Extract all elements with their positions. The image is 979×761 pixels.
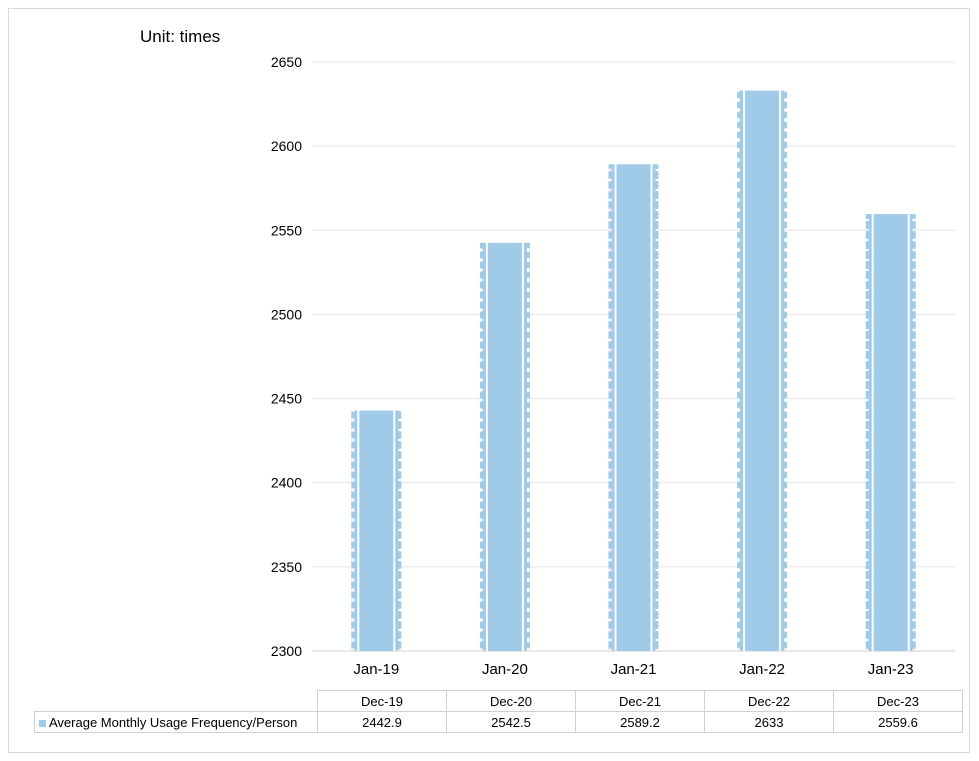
bar-edge-left [479, 242, 486, 651]
data-table-col-header: Dec-20 [446, 690, 576, 712]
y-tick-label: 2450 [271, 391, 302, 407]
x-tick-label: Jan-21 [611, 661, 657, 678]
bar-edge-right [523, 242, 530, 651]
data-table-cell: 2559.6 [833, 711, 963, 733]
bar-edge-left [608, 164, 615, 651]
bar [608, 164, 659, 651]
y-tick-label: 2600 [271, 138, 302, 154]
data-table-row: Average Monthly Usage Frequency/Person 2… [34, 711, 963, 733]
data-table-header-row: Dec-19 Dec-20 Dec-21 Dec-22 Dec-23 [35, 690, 963, 712]
bar [737, 90, 788, 651]
y-tick-label: 2350 [271, 559, 302, 575]
bar-body [611, 164, 656, 651]
data-table-col-header: Dec-19 [317, 690, 447, 712]
data-table-cell: 2633 [704, 711, 834, 733]
bar-edge-right [395, 410, 402, 651]
bar-chart: 2300 2350 2400 2450 2500 2550 2600 2650 Jan-19 J… [271, 54, 955, 678]
unit-label: Unit: times [140, 27, 221, 46]
bar-body [868, 214, 913, 651]
data-table-cell: 2442.9 [317, 711, 447, 733]
data-table-col-header: Dec-22 [704, 690, 834, 712]
y-tick-label: 2300 [271, 643, 302, 659]
bar-body [482, 242, 527, 651]
bar [351, 410, 402, 651]
bar-edge-left [351, 410, 358, 651]
y-tick-label: 2550 [271, 222, 302, 238]
bar [865, 214, 916, 651]
data-table-cell: 2589.2 [575, 711, 705, 733]
x-tick-label: Jan-22 [739, 661, 785, 678]
x-tick-label: Jan-23 [868, 661, 914, 678]
data-table-corner [35, 691, 318, 712]
y-tick-label: 2400 [271, 475, 302, 491]
bar-edge-right [909, 214, 916, 651]
data-table-cell: 2542.5 [446, 711, 576, 733]
bar-body [354, 410, 399, 651]
bar-body [740, 90, 785, 651]
bar [479, 242, 530, 651]
bar-edge-left [737, 90, 744, 651]
data-table: Dec-19 Dec-20 Dec-21 Dec-22 Dec-23 Avera… [34, 690, 963, 733]
data-table-col-header: Dec-23 [833, 690, 963, 712]
legend-key-swatch [39, 719, 46, 727]
legend-label: Average Monthly Usage Frequency/Person [49, 714, 298, 730]
bar-edge-left [865, 214, 872, 651]
bar-edge-right [781, 90, 788, 651]
y-tick-label: 2650 [271, 54, 302, 70]
y-tick-label: 2500 [271, 306, 302, 322]
data-table-row-label: Average Monthly Usage Frequency/Person [34, 711, 318, 733]
x-tick-label: Jan-20 [482, 661, 528, 678]
x-tick-label: Jan-19 [353, 661, 399, 678]
bar-edge-right [652, 164, 659, 651]
data-table-col-header: Dec-21 [575, 690, 705, 712]
